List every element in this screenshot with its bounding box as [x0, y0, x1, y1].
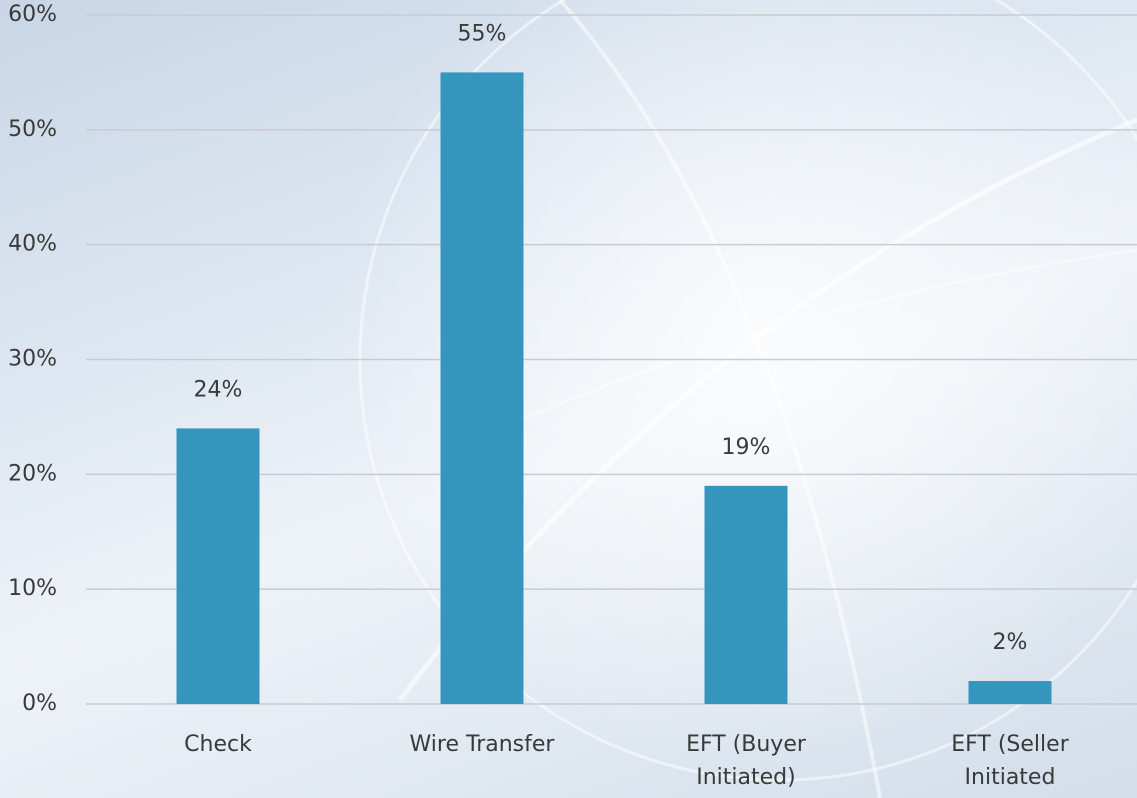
data-label: 19% [722, 435, 771, 460]
y-tick-label: 0% [22, 691, 57, 716]
data-label: 55% [458, 21, 507, 46]
y-tick-label: 60% [8, 2, 57, 27]
data-label: 24% [194, 377, 243, 402]
y-tick-label: 50% [8, 117, 57, 142]
y-tick-label: 30% [8, 347, 57, 372]
x-tick-label: EFT (Seller Initiated [951, 732, 1069, 790]
data-label: 2% [993, 630, 1028, 655]
plot-area: 0% 10% 20% 30% 40% 50% 60% 24% 55% 19% 2% [8, 2, 1137, 716]
bar [176, 428, 260, 704]
y-tick-label: 10% [8, 576, 57, 601]
y-tick-label: 20% [8, 461, 57, 486]
background-decoration [330, 0, 1137, 798]
bar [440, 72, 524, 704]
x-tick-label: Wire Transfer [409, 732, 555, 757]
bar [704, 485, 788, 704]
x-tick-label: Check [184, 732, 252, 757]
y-tick-label: 40% [8, 232, 57, 257]
bar [968, 681, 1052, 704]
x-tick-label: EFT (Buyer Initiated) [686, 732, 806, 790]
